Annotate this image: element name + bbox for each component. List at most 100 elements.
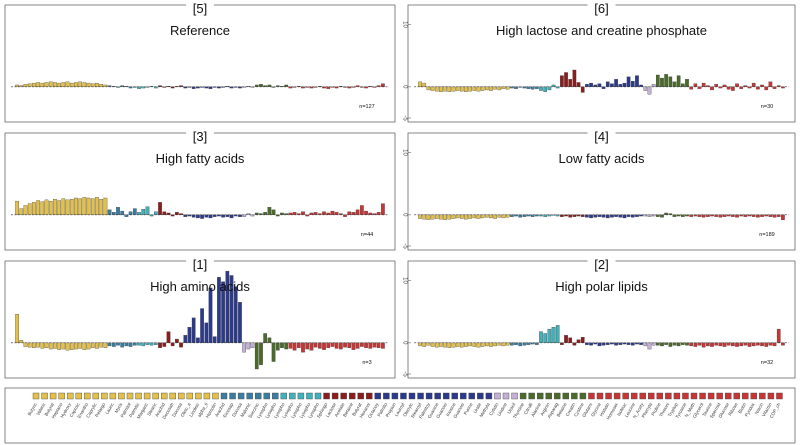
bar [259, 84, 263, 87]
bar [267, 84, 272, 87]
legend-label: Butyrat [43, 401, 55, 416]
bar [685, 342, 689, 346]
legend-label: Stearic [146, 401, 158, 416]
legend-swatch [49, 392, 57, 400]
legend-swatch [186, 392, 194, 400]
bar [430, 86, 435, 91]
bar [36, 342, 40, 348]
bar [689, 86, 693, 90]
bar [305, 342, 310, 350]
bar [418, 342, 422, 347]
bar [145, 206, 150, 215]
bar [183, 335, 188, 343]
legend-swatch [348, 392, 356, 400]
bar [212, 336, 217, 343]
bar [326, 342, 331, 348]
y-tick-label: 0 [401, 341, 407, 345]
label-bg [587, 257, 616, 271]
legend-swatch [485, 392, 493, 400]
bar [372, 342, 377, 348]
bar [339, 342, 343, 350]
legend-swatch [41, 392, 48, 400]
legend-swatch [66, 392, 74, 400]
bar [204, 86, 209, 89]
legend-swatch [511, 392, 518, 400]
bar [355, 342, 360, 349]
legend-swatch [143, 392, 151, 400]
bar [751, 82, 756, 87]
bar [381, 203, 385, 215]
bar [476, 214, 481, 219]
bar [760, 342, 764, 347]
bar [175, 212, 179, 215]
bar [539, 331, 543, 343]
legend-swatch [152, 392, 159, 400]
legend-swatch [759, 392, 766, 400]
bar [364, 210, 368, 215]
bar [601, 342, 606, 346]
bar [288, 86, 293, 89]
legend-swatch [118, 392, 125, 400]
bar [36, 82, 40, 87]
legend-swatch [220, 392, 228, 400]
bar [137, 212, 141, 215]
bar [468, 86, 472, 92]
bar [36, 200, 40, 215]
y-tick-label: -5 [401, 371, 407, 377]
bar [305, 214, 310, 217]
bar [651, 84, 656, 87]
bar [510, 342, 514, 346]
bar [183, 86, 188, 89]
bar [187, 327, 192, 343]
bar [480, 342, 485, 347]
label-bg [186, 257, 214, 271]
bar [776, 328, 781, 343]
bar [526, 86, 531, 89]
legend-swatch [536, 392, 544, 400]
legend-swatch [460, 392, 467, 400]
bar [23, 342, 28, 347]
bar [693, 342, 698, 347]
bar [564, 335, 568, 343]
bar [622, 82, 627, 87]
legend-swatch [374, 392, 382, 400]
bar [443, 342, 447, 348]
legend-swatch [519, 392, 527, 400]
bar [225, 214, 230, 217]
bar [539, 86, 543, 91]
bar [589, 82, 593, 87]
bar [614, 79, 618, 87]
bar [747, 214, 752, 217]
legend-swatch [571, 392, 578, 400]
bar [547, 214, 552, 217]
legend-label: Butyric [27, 401, 39, 416]
bar [756, 214, 760, 218]
legend-swatch [169, 392, 176, 400]
legend-label: Lauric [104, 401, 115, 415]
bar [622, 214, 627, 219]
bar [743, 85, 748, 87]
bar [86, 82, 91, 87]
bar [19, 208, 24, 215]
bar [706, 342, 710, 347]
bar [639, 84, 643, 87]
bar [635, 342, 639, 345]
y-tick-label: 0 [401, 213, 407, 217]
bar [82, 342, 87, 350]
bar [27, 342, 32, 348]
bar [551, 84, 556, 87]
legend-swatch [639, 392, 646, 400]
bar [86, 197, 91, 215]
legend-swatch [613, 392, 621, 400]
legend-label: Threoni [658, 402, 670, 418]
y-tick-label: 10 [401, 277, 407, 284]
panel-label: [6] [594, 1, 608, 16]
bar [560, 75, 564, 87]
bar [322, 342, 326, 350]
bar [472, 86, 477, 91]
bar [65, 199, 70, 215]
bar [530, 342, 535, 345]
legend-swatch [391, 392, 399, 400]
legend-swatch [135, 392, 142, 400]
bar [99, 84, 104, 87]
